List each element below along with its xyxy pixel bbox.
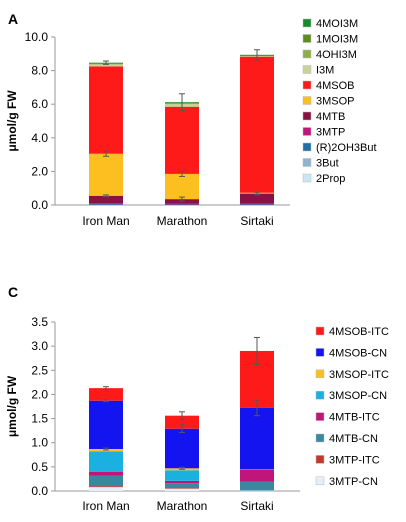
panel-c-legend-entry: 4MSOB-CN: [329, 347, 387, 359]
panel-c-legend-entry: 3MTP-ITC: [329, 454, 380, 466]
panel-a-legend-swatch: [302, 96, 312, 105]
panel-c-y-tick-label: 1.5: [31, 412, 48, 426]
panel-c-y-tick-label: 2.0: [31, 387, 48, 401]
panel-a-x-tick-label: Marathon: [157, 214, 208, 228]
panel-a-bar-segment: [240, 193, 274, 204]
panel-a-legend-entry: 1MOI3M: [316, 34, 358, 46]
panel-a-bar-segment: [89, 195, 123, 204]
panel-a-bar-segment: [240, 56, 274, 193]
panel-a-legend-swatch: [302, 158, 312, 167]
panel-a-legend-entry: I3M: [316, 65, 334, 77]
panel-c-label: C: [8, 284, 18, 300]
panel-c-legend-entry: 3MSOP-CN: [329, 390, 387, 402]
panel-a-legend-entry: 4OHI3M: [316, 49, 357, 61]
panel-c-bar-segment: [240, 469, 274, 482]
panel-c-y-tick-label: 0.0: [31, 484, 48, 498]
panel-a-y-tick-label: 2.0: [31, 164, 48, 178]
panel-a-legend-entry: 3But: [316, 158, 339, 170]
panel-c-legend-entry: 4MSOB-ITC: [329, 326, 389, 338]
panel-c-bar-segment: [89, 471, 123, 476]
panel-a-bar-segment: [240, 203, 274, 205]
panel-c-bar-segment: [165, 470, 199, 481]
panel-c-legend-swatch: [315, 348, 325, 357]
panel-a-y-axis-label: μmol/g FW: [5, 90, 19, 152]
panel-a-legend-swatch: [302, 111, 312, 121]
panel-a-y-tick-label: 0.0: [31, 198, 48, 212]
panel-a-legend-swatch: [302, 127, 312, 136]
panel-c-legend-swatch: [315, 412, 325, 421]
panel-c-x-tick-label: Marathon: [157, 499, 208, 513]
panel-c-bar-segment: [165, 480, 199, 484]
panel-c-bar-segment: [240, 407, 274, 470]
panel-a-bar-segment: [89, 64, 123, 67]
panel-c-bar-segment: [165, 488, 199, 489]
panel-c-bar-segment: [165, 483, 199, 489]
panel-a-legend-swatch: [302, 142, 312, 152]
panel-a-legend-swatch: [302, 34, 312, 43]
panel-c-bar-segment: [89, 487, 123, 491]
panel-c-y-axis-label: μmol/g FW: [5, 375, 19, 437]
panel-c-bar-segment: [89, 475, 123, 487]
panel-c-bar-segment: [165, 428, 199, 469]
panel-a-legend-entry: 4MOI3M: [316, 18, 358, 30]
panel-a-label: A: [8, 11, 18, 27]
panel-c-legend-entry: 3MTP-CN: [329, 476, 378, 488]
panel-c-bar-segment: [89, 400, 123, 449]
panel-a-legend-entry: 2Prop: [316, 173, 345, 185]
panel-a-legend-swatch: [302, 49, 312, 59]
panel-c-legend-swatch: [315, 390, 325, 400]
panel-a-bar-segment: [89, 153, 123, 196]
panel-a-bar-segment: [240, 204, 274, 205]
panel-c-legend-swatch: [315, 369, 325, 379]
panel-c-x-tick-label: Iron Man: [82, 499, 129, 513]
panel-c-bar-segment: [165, 488, 199, 491]
panel-c-bar-segment: [165, 415, 199, 429]
panel-c-x-tick-label: Sirtaki: [240, 499, 273, 513]
panel-a-bar-segment: [89, 66, 123, 154]
panel-c-bar-segment: [240, 481, 274, 491]
panel-a-legend-swatch: [302, 173, 312, 183]
panel-a-bar-segment: [89, 203, 123, 205]
panel-c-bar-segment: [240, 490, 274, 492]
panel-a-y-tick-label: 8.0: [31, 64, 48, 78]
panel-c-y-tick-label: 1.0: [31, 436, 48, 450]
panel-a-legend-entry: 3MTP: [316, 127, 345, 139]
panel-c-legend-swatch: [315, 326, 325, 336]
panel-a-bar-segment: [165, 173, 199, 200]
panel-a-bar-segment: [89, 204, 123, 205]
panel-a-bar-segment: [165, 204, 199, 205]
panel-a-y-tick-label: 10.0: [25, 30, 49, 44]
panel-c-legend-swatch: [315, 455, 325, 464]
panel-c-legend-swatch: [315, 476, 325, 486]
panel-c-legend-entry: 4MTB-CN: [329, 433, 378, 445]
panel-a-legend-swatch: [302, 80, 312, 90]
panel-c-y-tick-label: 3.5: [31, 315, 48, 329]
panel-a-legend-entry: 4MSOB: [316, 80, 355, 92]
panel-c-legend-swatch: [315, 433, 325, 443]
panel-a-x-tick-label: Sirtaki: [240, 214, 273, 228]
panel-a-y-tick-label: 6.0: [31, 97, 48, 111]
panel-a-legend-entry: (R)2OH3But: [316, 142, 377, 154]
panel-a-x-tick-label: Iron Man: [82, 214, 129, 228]
panel-a-legend-entry: 4MTB: [316, 111, 345, 123]
panel-a-legend-entry: 3MSOP: [316, 96, 355, 108]
panel-c-legend-entry: 4MTB-ITC: [329, 412, 380, 424]
panel-c-bar-segment: [89, 486, 123, 488]
panel-a-bar-segment: [165, 203, 199, 205]
panel-a-y-tick-label: 4.0: [31, 131, 48, 145]
panel-c-y-tick-label: 0.5: [31, 460, 48, 474]
panel-c-legend-entry: 3MSOP-ITC: [329, 369, 389, 381]
panel-c-bar-segment: [89, 451, 123, 472]
panel-a-legend-swatch: [302, 65, 312, 74]
panel-a-legend-swatch: [302, 18, 312, 28]
panel-a-bar-segment: [165, 106, 199, 174]
panel-c-y-tick-label: 3.0: [31, 339, 48, 353]
panel-c-y-tick-label: 2.5: [31, 363, 48, 377]
panel-c-bar-segment: [89, 388, 123, 401]
panel-c-bar-segment: [240, 469, 274, 470]
